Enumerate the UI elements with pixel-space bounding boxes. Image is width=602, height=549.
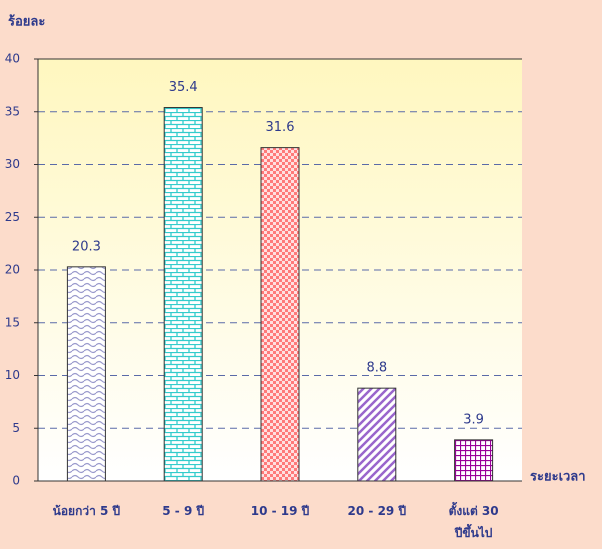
data-label: 35.4 [169, 80, 198, 95]
x-tick-label: 5 - 9 ปี [162, 504, 205, 518]
data-label: 3.9 [463, 412, 484, 427]
bar [163, 107, 203, 482]
bar [357, 387, 397, 482]
x-axis-label: ระยะเวลา [530, 470, 586, 485]
y-tick-label: 10 [5, 368, 20, 382]
x-tick-label: 10 - 19 ปี [250, 504, 310, 518]
y-tick-label: 5 [12, 421, 20, 435]
x-tick-label: ตั้งแต่ 30 ปีขึ้นไป [448, 504, 499, 540]
data-label: 20.3 [72, 239, 101, 254]
y-tick-label: 30 [5, 157, 20, 171]
y-tick-label: 25 [5, 210, 20, 224]
y-tick-label: 35 [5, 104, 20, 118]
y-tick-label: 0 [12, 474, 20, 488]
data-label: 8.8 [366, 361, 387, 376]
bar [260, 147, 300, 482]
bar [454, 439, 494, 482]
data-label: 31.6 [266, 120, 295, 135]
y-axis-label: ร้อยละ [8, 14, 45, 30]
y-tick-label: 20 [5, 263, 20, 277]
y-tick-label: 40 [5, 52, 20, 66]
bar [66, 266, 106, 482]
x-tick-label: 20 - 29 ปี [347, 504, 407, 518]
x-tick-label: น้อยกว่า 5 ปี [52, 504, 121, 518]
y-tick-label: 15 [5, 315, 20, 329]
